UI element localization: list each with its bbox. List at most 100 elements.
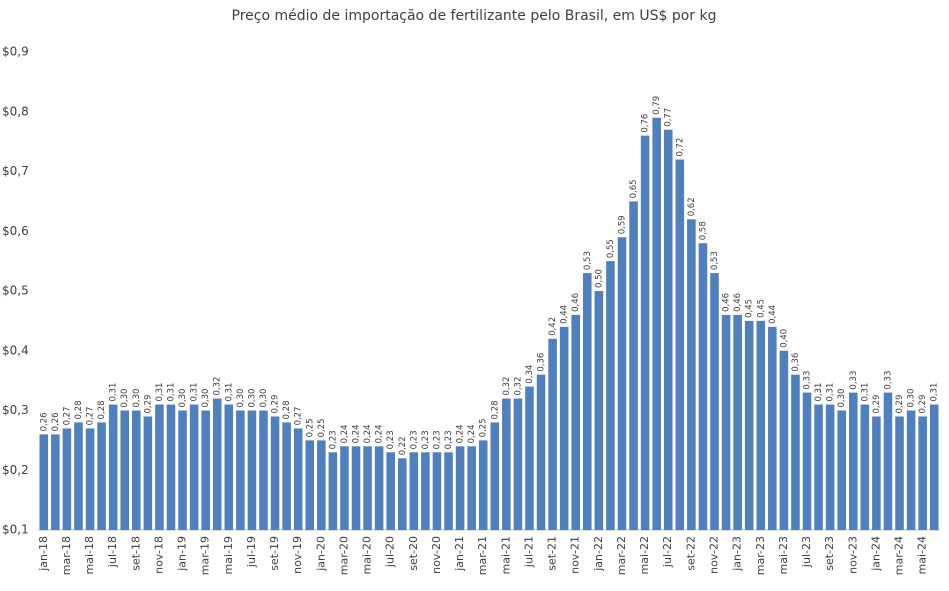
- bar: [687, 219, 696, 531]
- bar: [698, 243, 708, 530]
- value-label: 0,42: [548, 317, 558, 336]
- bar: [872, 416, 881, 530]
- x-tick-label: mar-19: [199, 536, 212, 575]
- bar: [166, 404, 176, 530]
- bar: [224, 404, 234, 530]
- bar: [201, 410, 210, 530]
- value-label: 0,25: [479, 418, 489, 437]
- value-label: 0,27: [86, 406, 96, 425]
- bar: [259, 410, 268, 530]
- value-label: 0,23: [421, 430, 431, 449]
- x-tick-label: mai-19: [222, 536, 235, 574]
- bar: [918, 416, 927, 530]
- bar: [85, 428, 95, 530]
- value-label: 0,30: [178, 389, 188, 408]
- x-tick-label: mar-23: [754, 536, 767, 575]
- value-label: 0,76: [641, 114, 651, 133]
- x-tick-label: nov-20: [430, 536, 443, 574]
- bar: [236, 410, 245, 530]
- bar: [397, 458, 407, 530]
- value-label: 0,28: [282, 401, 292, 420]
- x-tick-label: mai-18: [83, 536, 96, 574]
- bar: [814, 404, 823, 530]
- value-label: 0,24: [467, 424, 477, 443]
- bar: [513, 398, 523, 530]
- bar: [536, 374, 546, 530]
- value-label: 0,30: [247, 389, 257, 408]
- bar: [675, 159, 685, 531]
- bar: [120, 410, 130, 530]
- bar: [293, 428, 303, 530]
- bar: [652, 117, 661, 530]
- value-label: 0,22: [398, 436, 408, 455]
- value-label: 0,31: [826, 383, 836, 402]
- value-label: 0,30: [201, 389, 211, 408]
- bar: [860, 404, 870, 530]
- bar: [270, 416, 280, 530]
- x-tick-label: nov-21: [569, 536, 582, 574]
- value-label: 0,31: [166, 383, 176, 402]
- x-tick-label: mar-22: [615, 536, 628, 575]
- value-label: 0,27: [62, 406, 72, 425]
- bar: [432, 452, 442, 530]
- bar: [594, 291, 604, 530]
- value-label: 0,53: [583, 251, 593, 270]
- y-tick-label: $0,6: [2, 224, 29, 238]
- bar: [212, 398, 222, 530]
- value-label: 0,28: [490, 401, 500, 420]
- value-label: 0,30: [132, 389, 142, 408]
- value-label: 0,29: [918, 395, 928, 414]
- x-tick-label: set-21: [546, 536, 559, 571]
- bar: [583, 273, 592, 530]
- bar: [444, 452, 453, 530]
- x-tick-label: set-20: [407, 536, 420, 571]
- bar: [178, 410, 187, 530]
- bar: [363, 446, 372, 530]
- bar: [467, 446, 476, 530]
- value-label: 0,25: [317, 418, 327, 437]
- y-tick-label: $0,4: [2, 343, 29, 357]
- value-label: 0,32: [213, 377, 223, 396]
- bar: [374, 446, 384, 530]
- bar: [282, 422, 291, 530]
- value-label: 0,24: [363, 424, 373, 443]
- x-tick-label: mar-21: [476, 536, 489, 575]
- value-label: 0,72: [675, 138, 685, 157]
- value-label: 0,79: [652, 96, 662, 115]
- value-label: 0,23: [386, 430, 396, 449]
- x-tick-label: nov-19: [291, 536, 304, 574]
- value-label: 0,65: [629, 179, 639, 198]
- x-tick-label: jan-20: [314, 536, 327, 572]
- bar: [571, 314, 581, 530]
- value-label: 0,45: [756, 299, 766, 318]
- value-label: 0,46: [733, 293, 743, 312]
- bar: [409, 452, 419, 530]
- value-label: 0,50: [594, 269, 604, 288]
- x-tick-label: nov-23: [846, 536, 859, 574]
- bar: [895, 416, 904, 530]
- x-tick-label: jul-23: [800, 536, 813, 568]
- bar: [837, 410, 846, 530]
- value-label: 0,77: [664, 108, 674, 127]
- value-label: 0,25: [305, 418, 315, 437]
- bar: [906, 410, 916, 530]
- value-label: 0,33: [883, 371, 893, 390]
- bar: [640, 135, 650, 530]
- bar: [421, 452, 430, 530]
- x-tick-label: mai-24: [916, 536, 929, 574]
- value-label: 0,44: [768, 305, 778, 324]
- bar: [317, 440, 326, 530]
- value-label: 0,46: [571, 293, 581, 312]
- bar: [189, 404, 199, 530]
- value-label: 0,30: [120, 389, 130, 408]
- x-tick-label: jan-19: [176, 536, 189, 572]
- value-label: 0,31: [860, 383, 870, 402]
- bar: [51, 434, 60, 530]
- value-label: 0,36: [537, 353, 547, 372]
- value-label: 0,31: [190, 383, 200, 402]
- value-label: 0,23: [409, 430, 419, 449]
- x-tick-label: jan-18: [37, 536, 50, 572]
- value-label: 0,24: [352, 424, 362, 443]
- bar: [490, 422, 500, 530]
